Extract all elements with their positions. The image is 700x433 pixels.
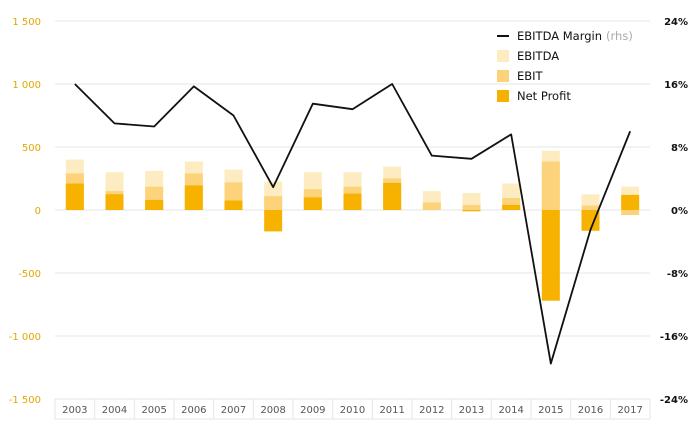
x-tick-label: 2015: [538, 405, 563, 416]
bar-net-profit-2006: [184, 185, 203, 210]
legend-label-text: EBITDA: [517, 49, 559, 63]
y2-tick-label: 8%: [671, 143, 688, 154]
x-tick-label: 2004: [102, 405, 127, 416]
bar-net-profit-2008: [264, 210, 283, 232]
y-tick-label: 1 500: [12, 17, 41, 28]
x-tick-label: 2006: [181, 405, 206, 416]
bar-layer: [65, 150, 640, 301]
y2-tick-label: 16%: [664, 80, 688, 91]
bar-net-profit-2015: [541, 210, 560, 301]
bar-net-profit-2005: [145, 199, 164, 210]
bar-net-profit-2007: [224, 200, 243, 210]
y2-tick-label: -16%: [660, 332, 688, 343]
bar-ebit-2016: [581, 205, 600, 210]
bar-net-profit-2017: [621, 194, 640, 210]
bar-ebit-2015: [541, 161, 560, 210]
y-tick-label: -1 000: [9, 332, 41, 343]
bar-ebit-2012: [422, 202, 441, 210]
x-tick-label: 2005: [141, 405, 166, 416]
legend-label: Net Profit: [517, 89, 571, 103]
y-tick-label: -500: [18, 269, 41, 280]
bar-net-profit-2013: [462, 210, 481, 212]
line-layer: [74, 83, 632, 365]
legend-label: EBITDA: [517, 49, 559, 63]
y-tick-label: 1 000: [12, 80, 41, 91]
y2-tick-label: 24%: [664, 17, 688, 28]
legend-note: (rhs): [606, 29, 633, 43]
x-tick-label: 2011: [379, 405, 404, 416]
legend: EBITDA Margin (rhs) EBITDA EBIT Net Profit: [497, 29, 633, 103]
x-tick-label: 2014: [498, 405, 523, 416]
legend-swatch-box: [497, 70, 509, 82]
x-tick-label: 2003: [62, 405, 87, 416]
bar-net-profit-2014: [502, 204, 521, 210]
axis-layer: 1 500 1 000 500 0 -500 -1 000 -1 500 24% 16% 8% 0%…: [9, 17, 688, 416]
x-tick-label: 2009: [300, 405, 325, 416]
legend-swatch-box: [497, 50, 509, 62]
x-tick-label: 2016: [578, 405, 603, 416]
x-tick-label: 2010: [340, 405, 365, 416]
x-tick-label: 2017: [617, 405, 642, 416]
legend-label: EBIT: [517, 69, 544, 83]
y-tick-label: 500: [22, 143, 41, 154]
y-tick-label: 0: [35, 206, 41, 217]
x-tick-label: 2013: [459, 405, 484, 416]
legend-label-text: EBITDA Margin: [517, 29, 602, 43]
bar-net-profit-2010: [343, 193, 362, 210]
bar-net-profit-2009: [303, 197, 322, 210]
legend-label-text: Net Profit: [517, 89, 571, 103]
x-tick-label: 2012: [419, 405, 444, 416]
y-tick-label: -1 500: [9, 395, 41, 406]
legend-swatch-box: [497, 90, 509, 102]
x-tick-label: 2007: [221, 405, 246, 416]
bar-ebit-2017: [621, 210, 640, 216]
bar-ebit-2014: [502, 198, 521, 210]
bar-net-profit-2011: [383, 182, 402, 210]
grid-layer: [54, 20, 651, 420]
bar-net-profit-2003: [65, 183, 84, 210]
x-tick-label: 2008: [260, 405, 285, 416]
bar-ebit-2013: [462, 204, 481, 210]
y2-tick-label: -8%: [667, 269, 688, 280]
y2-tick-label: 0%: [671, 206, 688, 217]
bar-net-profit-2004: [105, 194, 124, 210]
legend-label-text: EBIT: [517, 69, 544, 83]
bar-net-profit-2016: [581, 210, 600, 231]
y2-tick-label: -24%: [660, 395, 688, 406]
bar-ebit-2008: [264, 196, 283, 210]
legend-label: EBITDA Margin (rhs): [517, 29, 633, 43]
